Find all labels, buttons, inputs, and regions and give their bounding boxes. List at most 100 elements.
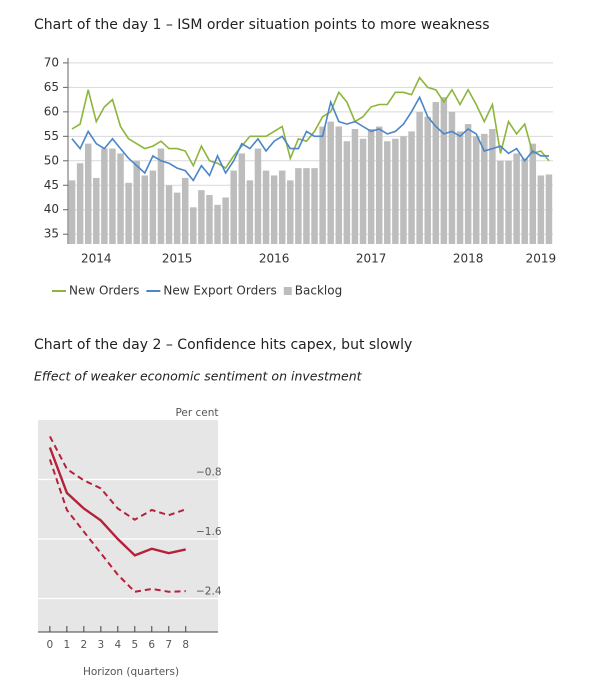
y-tick-label: 45 bbox=[44, 178, 59, 192]
bar bbox=[254, 148, 262, 244]
bar bbox=[68, 180, 76, 244]
bar bbox=[125, 182, 132, 244]
bar bbox=[262, 170, 270, 244]
bar bbox=[198, 190, 205, 244]
bar bbox=[287, 180, 294, 244]
legend-label: Backlog bbox=[295, 284, 342, 298]
y-tick-label: −1.6 bbox=[196, 526, 222, 538]
y-tick-label: −2.4 bbox=[196, 586, 222, 598]
bar bbox=[456, 131, 464, 244]
bar bbox=[416, 111, 423, 244]
x-tick-label: 2016 bbox=[259, 252, 290, 266]
bar bbox=[521, 158, 528, 244]
y-tick-label: 65 bbox=[44, 80, 59, 94]
line bbox=[71, 76, 550, 170]
y-tick-label: −0.8 bbox=[196, 467, 222, 479]
bar bbox=[84, 143, 92, 244]
x-tick-label: 2019 bbox=[526, 252, 557, 266]
bar bbox=[149, 170, 157, 244]
bar bbox=[117, 153, 124, 244]
x-tick-label: 2015 bbox=[162, 252, 193, 266]
x-tick-label: 3 bbox=[97, 639, 104, 651]
bar bbox=[472, 136, 480, 244]
bar bbox=[375, 126, 383, 244]
bar bbox=[190, 207, 197, 244]
legend-label: New Export Orders bbox=[163, 284, 276, 298]
bar bbox=[464, 124, 472, 244]
bar bbox=[222, 197, 229, 244]
bar bbox=[270, 175, 278, 244]
x-axis-label: Horizon (quarters) bbox=[83, 666, 179, 678]
x-tick-label: 2017 bbox=[356, 252, 387, 266]
bar bbox=[246, 180, 254, 244]
x-tick-label: 8 bbox=[182, 639, 189, 651]
y-tick-label: 70 bbox=[44, 55, 59, 69]
bar bbox=[440, 97, 448, 244]
bar bbox=[343, 141, 351, 244]
x-tick-label: 2014 bbox=[81, 252, 112, 266]
bar bbox=[109, 148, 116, 244]
bar bbox=[359, 138, 367, 244]
bar bbox=[214, 204, 221, 244]
bar bbox=[76, 163, 84, 244]
bar bbox=[481, 133, 488, 244]
x-tick-label: 2 bbox=[81, 639, 88, 651]
y-tick-label: 40 bbox=[44, 202, 59, 216]
bar bbox=[448, 111, 456, 244]
bar bbox=[133, 160, 140, 244]
bar bbox=[351, 128, 359, 244]
x-tick-label: 4 bbox=[114, 639, 121, 651]
x-tick-label: 5 bbox=[131, 639, 138, 651]
bar bbox=[238, 153, 246, 244]
bar bbox=[424, 116, 431, 244]
legend-label: New Orders bbox=[69, 284, 139, 298]
bar bbox=[537, 175, 545, 244]
y-tick-label: 55 bbox=[44, 129, 59, 143]
bar bbox=[181, 177, 189, 244]
legend-swatch bbox=[283, 287, 292, 295]
bar bbox=[173, 192, 181, 244]
bar bbox=[206, 195, 213, 244]
bar bbox=[327, 121, 334, 244]
bar bbox=[505, 160, 512, 244]
bar bbox=[497, 160, 504, 244]
bar bbox=[319, 126, 326, 244]
bar bbox=[529, 143, 537, 244]
plot-panel bbox=[38, 420, 218, 632]
bar bbox=[230, 170, 237, 244]
x-tick-label: 1 bbox=[64, 639, 71, 651]
bar bbox=[303, 168, 310, 244]
bar bbox=[101, 148, 108, 244]
bar bbox=[141, 175, 149, 244]
line bbox=[49, 435, 187, 521]
x-tick-label: 0 bbox=[47, 639, 54, 651]
bar bbox=[335, 126, 343, 244]
bar bbox=[513, 153, 520, 244]
line bbox=[48, 447, 186, 557]
bar bbox=[489, 128, 496, 244]
line bbox=[71, 95, 549, 182]
bar bbox=[545, 174, 553, 244]
bar bbox=[384, 141, 391, 244]
bar bbox=[311, 168, 318, 244]
bar bbox=[408, 131, 415, 244]
line bbox=[48, 459, 186, 593]
x-tick-label: 7 bbox=[165, 639, 172, 651]
bar bbox=[392, 138, 399, 244]
bar bbox=[432, 102, 440, 244]
y-tick-label: 60 bbox=[44, 104, 59, 118]
chart-subtitle: Effect of weaker economic sentiment on i… bbox=[34, 369, 363, 384]
y-tick-label: 35 bbox=[44, 227, 59, 241]
bar bbox=[295, 168, 302, 244]
chart-title: Chart of the day 2 – Confidence hits cap… bbox=[34, 337, 412, 353]
bar bbox=[400, 136, 407, 244]
y-axis-label: Per cent bbox=[175, 407, 218, 419]
x-tick-label: 6 bbox=[148, 639, 155, 651]
bar bbox=[278, 170, 286, 244]
bar bbox=[93, 177, 100, 244]
bar bbox=[367, 128, 375, 244]
bar bbox=[157, 148, 165, 244]
y-tick-label: 50 bbox=[44, 153, 59, 167]
chart-title: Chart of the day 1 – ISM order situation… bbox=[34, 17, 490, 33]
